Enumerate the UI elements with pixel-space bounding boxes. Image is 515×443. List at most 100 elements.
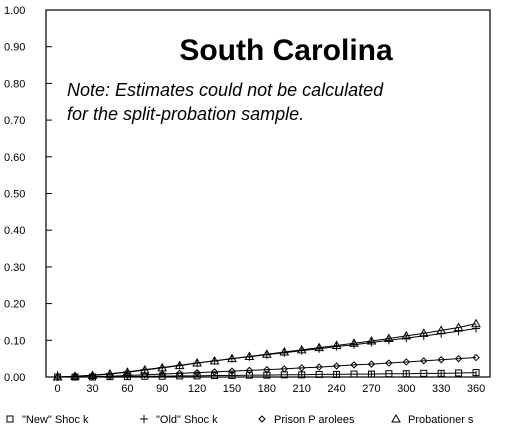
marker-triangle: [349, 338, 359, 347]
marker-triangle: [52, 371, 63, 381]
marker-square: [350, 370, 358, 378]
legend-label: Probationer s: [408, 414, 474, 426]
marker-diamond: [280, 365, 288, 373]
marker-diamond: [454, 354, 463, 363]
marker-triangle: [384, 333, 394, 342]
marker-diamond: [123, 371, 132, 380]
x-tick-label: 270: [362, 383, 380, 395]
marker-diamond: [402, 358, 411, 366]
marker-triangle: [192, 358, 202, 367]
marker-plus: [472, 324, 481, 333]
legend-label: Prison P arolees: [274, 414, 355, 426]
x-tick-label: 360: [467, 383, 485, 395]
x-tick-label: 120: [188, 383, 206, 395]
marker-square: [385, 370, 393, 378]
series-triangle: [52, 318, 481, 381]
marker-diamond: [210, 368, 219, 376]
marker-diamond: [297, 364, 306, 372]
legend-item: Probationer s: [391, 413, 474, 426]
marker-diamond: [228, 367, 236, 375]
marker-diamond: [437, 356, 445, 364]
marker-triangle: [401, 330, 412, 340]
marker-square: [158, 372, 166, 380]
marker-square: [437, 369, 445, 377]
legend-label: "Old" Shoc k: [156, 414, 218, 426]
series-layer: [52, 318, 481, 381]
marker-diamond: [332, 362, 341, 370]
y-tick-label: 0.00: [4, 372, 25, 384]
x-tick-label: 300: [397, 383, 415, 395]
marker-diamond: [315, 363, 323, 371]
marker-triangle: [471, 318, 481, 328]
y-tick-label: 0.60: [4, 152, 25, 164]
x-tick-label: 330: [432, 383, 450, 395]
marker-diamond: [193, 368, 201, 377]
marker-triangle: [391, 413, 401, 423]
x-tick-label: 90: [156, 383, 168, 395]
x-tick-label: 180: [258, 383, 276, 395]
marker-square: [402, 370, 410, 378]
x-tick-label: 60: [121, 383, 133, 395]
marker-square: [211, 372, 219, 380]
marker-triangle: [209, 355, 220, 365]
marker-diamond: [385, 359, 393, 367]
y-tick-label: 0.30: [4, 262, 25, 274]
y-tick-label: 0.70: [4, 115, 25, 127]
marker-triangle: [87, 370, 98, 380]
chart-title: South Carolina: [179, 34, 393, 67]
legend-item: Prison P arolees: [258, 414, 355, 426]
legend-label: "New" Shoc k: [22, 414, 89, 426]
marker-diamond: [350, 361, 358, 369]
y-tick-label: 0.40: [4, 225, 25, 237]
y-axis: 0.00 0.10 0.20 0.30 0.40 0.50 0.60 0.70 0.80 0.90…: [4, 5, 52, 384]
marker-square: [472, 369, 480, 377]
y-tick-label: 0.80: [4, 78, 25, 90]
x-tick-label: 0: [55, 383, 61, 395]
marker-triangle: [436, 325, 447, 334]
marker-triangle: [139, 365, 150, 374]
marker-triangle: [366, 336, 377, 345]
chart-note-line-2: for the split-probation sample.: [67, 104, 304, 124]
marker-triangle: [331, 340, 342, 349]
x-tick-label: 240: [327, 383, 345, 395]
marker-square: [315, 370, 323, 378]
y-tick-label: 0.90: [4, 42, 25, 54]
marker-square: [367, 370, 375, 378]
marker-square: [455, 369, 463, 377]
marker-square: [228, 372, 236, 380]
marker-triangle: [227, 353, 237, 363]
marker-triangle: [122, 367, 133, 376]
y-tick-label: 0.10: [4, 335, 25, 347]
marker-plus: [454, 327, 463, 336]
x-tick-label: 30: [86, 383, 98, 395]
legend-item: "New" Shoc k: [6, 414, 89, 426]
marker-diamond: [258, 415, 266, 423]
chart-note-line-1: Note: Estimates could not be calculated: [67, 80, 384, 100]
legend-item: "Old" Shoc k: [140, 414, 218, 426]
x-tick-label: 210: [293, 383, 311, 395]
series-line: [57, 372, 477, 378]
marker-triangle: [296, 344, 307, 354]
marker-square: [245, 371, 253, 379]
marker-square: [6, 415, 14, 423]
marker-diamond: [141, 371, 149, 379]
marker-triangle: [157, 362, 168, 372]
marker-triangle: [70, 371, 80, 380]
marker-diamond: [158, 370, 166, 378]
marker-diamond: [106, 372, 114, 380]
marker-triangle: [244, 351, 255, 360]
marker-square: [298, 371, 306, 379]
marker-square: [420, 369, 428, 377]
x-tick-label: 150: [223, 383, 241, 395]
marker-diamond: [175, 369, 184, 378]
marker-triangle: [174, 360, 185, 370]
series-line: [57, 323, 477, 378]
marker-triangle: [314, 342, 325, 352]
marker-diamond: [367, 360, 376, 368]
marker-plus: [140, 415, 148, 423]
legend: "New" Shoc k "Old" Shoc k Prison P arolees…: [6, 413, 474, 426]
y-tick-label: 0.50: [4, 189, 25, 201]
marker-plus: [384, 336, 393, 345]
